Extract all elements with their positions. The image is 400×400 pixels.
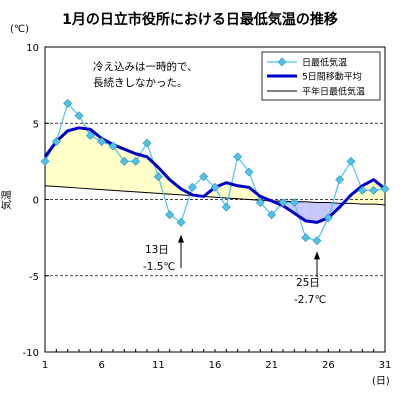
x-axis-ticks: 1 6 11 16 21 26 31 <box>42 349 392 371</box>
legend-entry: 平年日最低気温 <box>302 86 365 98</box>
daily-min-point <box>221 202 231 212</box>
daily-min-point <box>97 137 107 146</box>
callout-25-day: 25日 <box>296 277 320 289</box>
fill-above-normal <box>56 130 68 188</box>
daily-min-point <box>199 172 209 182</box>
daily-min-point <box>312 236 322 246</box>
daily-min-point <box>40 156 50 166</box>
daily-min-point <box>301 233 311 243</box>
fill-above-normal <box>45 141 57 187</box>
callout-13-value: -1.5℃ <box>143 261 175 273</box>
x-tick-label: 21 <box>265 360 278 371</box>
fill-above-normal <box>124 149 136 192</box>
daily-min-point <box>357 185 367 195</box>
daily-min-point <box>255 198 265 207</box>
daily-min-point <box>278 198 288 207</box>
daily-min-point <box>51 137 61 146</box>
daily-min-point <box>187 182 197 192</box>
callout-13-day: 13日 <box>145 244 169 256</box>
fill-above-normal <box>90 129 102 190</box>
daily-min-point <box>85 131 95 140</box>
callout-25-arrow-head <box>314 251 320 260</box>
fill-above-normal <box>373 179 385 205</box>
x-tick-label: 31 <box>379 360 392 371</box>
fill-above-normal <box>79 127 91 189</box>
daily-min-point <box>108 141 118 151</box>
annotations: 冷え込みは一時的で、 長続きしなかった。 13日 -1.5℃ 25日 -2.7℃ <box>93 60 326 306</box>
fill-below-normal <box>305 201 317 223</box>
deviation-fill <box>45 127 385 223</box>
legend-entry: 日最低気温 <box>302 57 347 69</box>
daily-min-points <box>40 99 390 246</box>
y-tick-label: 0 <box>33 196 39 207</box>
daily-min-point <box>323 213 333 223</box>
daily-min-point <box>142 138 152 148</box>
legend-marker-daily <box>277 57 287 67</box>
daily-min-point <box>335 175 345 185</box>
x-tick-label: 1 <box>42 360 48 371</box>
y-axis-unit: (℃) <box>10 24 29 35</box>
daily-min-point <box>233 152 243 162</box>
grid-lines <box>45 122 385 277</box>
daily-min-point <box>289 198 299 207</box>
daily-min-point <box>165 210 175 220</box>
daily-min-point <box>244 167 254 177</box>
daily-min-point <box>153 172 163 182</box>
note-line-1: 冷え込みは一時的で、 <box>93 60 198 73</box>
daily-min-point <box>74 111 84 121</box>
daily-min-point <box>369 185 379 195</box>
fill-above-normal <box>113 144 125 192</box>
y-axis-ticks: 10 5 0 -5 -10 <box>23 43 49 359</box>
y-tick-label: 10 <box>26 43 39 54</box>
daily-min-point <box>267 210 277 220</box>
normal-min-line <box>44 185 386 206</box>
y-tick-label: -5 <box>29 272 39 283</box>
legend-entry: 5日間移動平均 <box>302 71 362 83</box>
daily-min-point <box>210 182 220 192</box>
fill-above-normal <box>237 185 249 200</box>
daily-min-point <box>119 156 129 166</box>
x-axis-unit: (日) <box>372 376 390 387</box>
chart-title: 1月の日立市役所における日最低気温の推移 <box>62 11 338 28</box>
fill-below-normal <box>294 201 306 221</box>
daily-min-point <box>176 217 186 227</box>
daily-min-point <box>63 99 73 108</box>
callout-25-value: -2.7℃ <box>294 294 326 306</box>
callout-13-arrow-head <box>178 234 184 243</box>
y-tick-label: 5 <box>33 119 39 130</box>
fill-above-normal <box>67 127 79 189</box>
fill-above-normal <box>101 138 113 191</box>
daily-min-point <box>380 184 390 194</box>
daily-min-point <box>131 156 141 166</box>
y-axis-label: 気温 <box>0 190 13 210</box>
x-tick-label: 16 <box>209 360 222 371</box>
fill-above-normal <box>135 153 147 193</box>
y-tick-label: -10 <box>23 348 39 359</box>
x-tick-label: 11 <box>152 360 165 371</box>
x-tick-label: 26 <box>322 360 335 371</box>
note-line-2: 長続きしなかった。 <box>93 76 188 89</box>
daily-min-point <box>346 156 356 166</box>
x-tick-label: 6 <box>98 360 104 371</box>
